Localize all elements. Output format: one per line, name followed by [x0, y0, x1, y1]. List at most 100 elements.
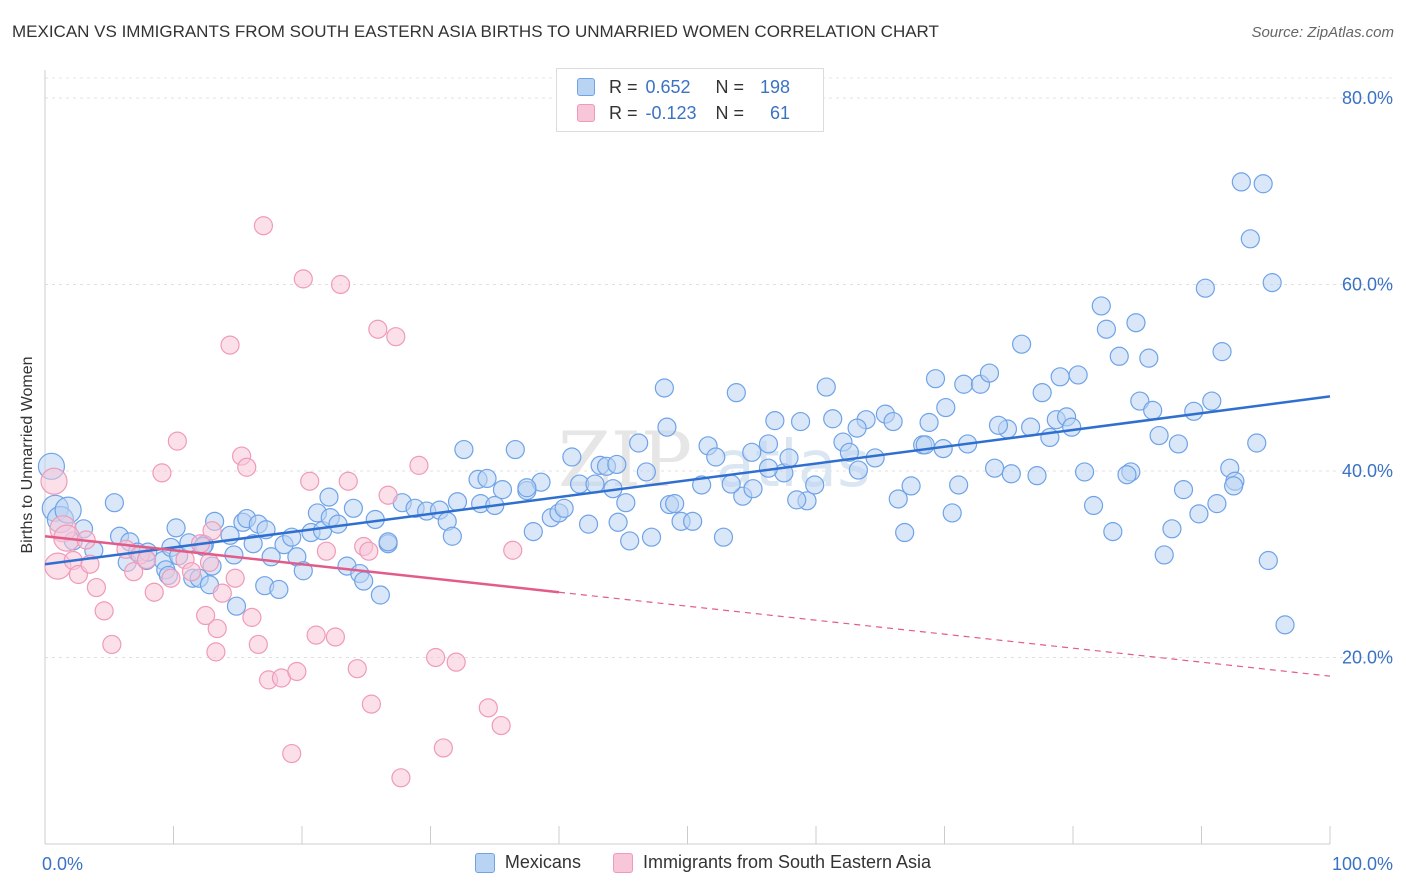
- immigrants-point: [368, 319, 388, 339]
- y-tick-label: 80.0%: [1342, 88, 1393, 108]
- mexicans-point: [1027, 466, 1047, 486]
- immigrants-point: [409, 455, 429, 475]
- mexicans-point: [1154, 545, 1174, 565]
- mexicans-point: [1130, 391, 1150, 411]
- n-label: N =: [715, 76, 745, 97]
- immigrants-point: [378, 485, 398, 505]
- series-legend: Mexicans Immigrants from South Eastern A…: [0, 852, 1406, 873]
- mexicans-legend-label: Mexicans: [504, 852, 581, 872]
- immigrants-point: [124, 562, 144, 582]
- mexicans-point: [1275, 615, 1295, 635]
- data-points: [37, 172, 1295, 788]
- immigrants-point: [426, 647, 446, 668]
- mexicans-point: [1231, 172, 1251, 192]
- mexicans-point: [901, 476, 921, 496]
- mexicans-point: [816, 377, 836, 397]
- mexicans-point: [616, 493, 636, 513]
- mexicans-point: [1117, 465, 1137, 485]
- mexicans-point: [523, 522, 543, 542]
- mexicans-point: [1195, 278, 1215, 298]
- immigrants-point: [225, 568, 245, 588]
- immigrants-point: [347, 659, 367, 679]
- mexicans-point: [1091, 296, 1111, 316]
- mexicans-point: [166, 518, 186, 538]
- mexicans-trend-line: [44, 395, 1331, 566]
- immigrants-point: [359, 541, 379, 561]
- mexicans-swatch: [577, 78, 595, 96]
- mexicans-point: [505, 439, 525, 460]
- mexicans-point: [1103, 522, 1123, 542]
- mexicans-point: [713, 527, 734, 547]
- mexicans-point: [1149, 425, 1169, 446]
- x-tick-label: 0.0%: [42, 854, 83, 874]
- mexicans-point: [562, 447, 582, 467]
- mexicans-point: [1139, 348, 1159, 368]
- immigrants-point: [446, 652, 466, 672]
- mexicans-point: [988, 415, 1009, 435]
- r-value-mexicans: 0.652: [645, 76, 691, 97]
- immigrants-point: [40, 467, 68, 495]
- mexicans-point: [765, 411, 785, 431]
- mexicans-point: [683, 511, 703, 531]
- legend-row-immigrants: R = -0.123 N = 61: [577, 102, 790, 124]
- mexicans-point: [607, 454, 627, 475]
- n-label: N =: [715, 102, 745, 123]
- immigrants-point: [86, 577, 107, 598]
- mexicans-point: [343, 498, 363, 518]
- tick-labels: 20.0% 40.0% 60.0% 80.0% 0.0% 100.0%: [42, 88, 1393, 874]
- immigrants-point: [136, 549, 157, 570]
- immigrants-point: [152, 463, 172, 483]
- mexicans-point: [1011, 334, 1032, 354]
- mexicans-point: [641, 527, 662, 547]
- mexicans-point: [1126, 313, 1146, 333]
- immigrants-point: [361, 694, 381, 714]
- n-value-immigrants: 61: [770, 102, 791, 123]
- mexicans-point: [578, 514, 599, 534]
- mexicans-point: [378, 532, 398, 552]
- mexicans-point: [1184, 401, 1204, 421]
- mexicans-point: [758, 434, 779, 454]
- mexicans-point: [454, 439, 474, 460]
- immigrants-point: [491, 715, 511, 736]
- immigrants-point: [220, 335, 240, 355]
- mexicans-point: [1068, 365, 1088, 385]
- immigrants-point: [242, 607, 262, 627]
- immigrants-point: [206, 642, 226, 662]
- mexicans-point: [654, 378, 674, 398]
- mexicans-point: [492, 480, 513, 500]
- mexicans-point: [1096, 319, 1117, 339]
- mexicans-point: [1253, 174, 1273, 194]
- mexicans-point: [1212, 342, 1232, 362]
- mexicans-point: [1143, 400, 1163, 420]
- mexicans-point: [636, 462, 656, 482]
- mexicans-point: [742, 442, 762, 462]
- stats-legend: R = 0.652 N = 198 R = -0.123 N = 61: [556, 68, 824, 132]
- mexicans-point: [942, 503, 962, 523]
- immigrants-point: [196, 605, 216, 626]
- mexicans-legend-swatch: [474, 852, 495, 873]
- legend-item-mexicans[interactable]: Mexicans: [474, 852, 581, 873]
- immigrants-point: [248, 634, 268, 655]
- x-tick-label: 100.0%: [1332, 854, 1393, 874]
- mexicans-point: [1240, 229, 1260, 249]
- mexicans-point: [726, 383, 746, 403]
- r-label: R =: [609, 102, 638, 123]
- mexicans-point: [293, 561, 313, 581]
- immigrants-point: [330, 274, 351, 295]
- mexicans-point: [779, 448, 799, 468]
- mexicans-point: [985, 458, 1005, 478]
- immigrants-point: [306, 625, 326, 645]
- mexicans-point: [1262, 273, 1282, 293]
- immigrants-point: [167, 431, 187, 451]
- immigrants-point: [207, 618, 227, 639]
- mexicans-point: [226, 596, 247, 616]
- mexicans-point: [1109, 346, 1129, 366]
- legend-item-immigrants[interactable]: Immigrants from South Eastern Asia: [612, 852, 932, 873]
- y-tick-label: 60.0%: [1342, 274, 1393, 294]
- mexicans-point: [657, 417, 677, 437]
- mexicans-point: [354, 571, 374, 591]
- legend-row-mexicans: R = 0.652 N = 198: [577, 76, 790, 98]
- immigrants-point: [181, 562, 202, 582]
- immigrants-legend-label: Immigrants from South Eastern Asia: [642, 852, 932, 872]
